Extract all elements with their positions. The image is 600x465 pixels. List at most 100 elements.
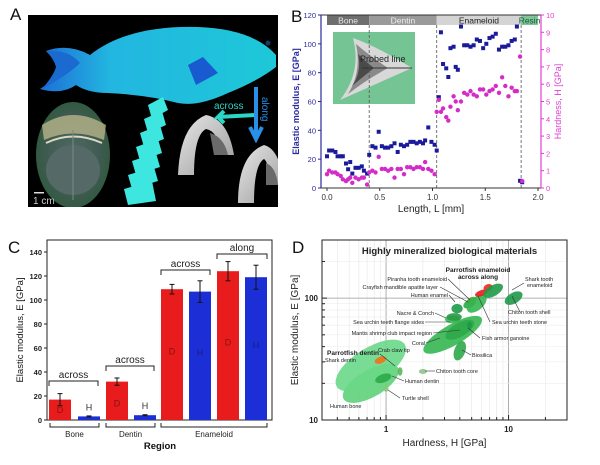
region-band-resin (521, 15, 538, 25)
x-tick-label: 1 (384, 425, 389, 434)
y-axis-label: Elastic modulus, E [GPa] (291, 48, 301, 155)
data-point-elastic-modulus (487, 36, 492, 41)
material-annotation: Nacre & Conch (397, 311, 434, 317)
data-point-elastic-modulus (405, 142, 410, 147)
data-point-hardness (465, 92, 470, 97)
material-region-sea-urchin-teeth-stone (466, 294, 487, 313)
parrotfish-photo-panel: 1 cm across along (28, 15, 278, 207)
material-annotation: Shark dentin (325, 358, 356, 364)
data-point-elastic-modulus (448, 46, 453, 51)
annotation-leader-line (387, 389, 401, 399)
data-point-hardness (429, 168, 434, 173)
data-point-elastic-modulus (340, 154, 345, 159)
bar-label: D (114, 399, 121, 409)
data-point-elastic-modulus (426, 125, 431, 130)
x-tick-label: 10 (504, 425, 513, 434)
tooth-model-across (178, 115, 234, 175)
data-point-hardness (436, 97, 442, 102)
material-annotation: Mantis shrimp club impact region (352, 331, 432, 337)
material-annotation: Human dentin (405, 379, 439, 385)
beak-photo: 1 cm (33, 102, 110, 207)
material-region-fish-armor-ganoine (467, 321, 473, 329)
across-arrow-icon: across (212, 101, 257, 125)
region-tick-label: Bone (65, 430, 84, 439)
data-point-elastic-modulus (383, 145, 388, 150)
data-point-elastic-modulus (346, 167, 351, 172)
orientation-bracket (160, 269, 211, 275)
data-point-hardness (324, 171, 330, 177)
data-point-elastic-modulus (453, 64, 458, 69)
data-point-hardness (458, 99, 464, 104)
material-region-chiton-tooth-shell (504, 291, 523, 305)
bar-label: H (253, 341, 260, 351)
tooth-model-along (238, 145, 278, 203)
region-band-bone (327, 15, 370, 25)
material-region-crab-claw-tip (397, 367, 403, 376)
data-point-hardness (455, 107, 461, 113)
y-tick-label: 10 (309, 416, 318, 425)
bar-label: H (86, 402, 93, 412)
material-annotation: Human enamel (411, 293, 448, 299)
data-point-elastic-modulus (392, 141, 397, 146)
data-point-hardness (468, 88, 473, 94)
region-bracket (105, 423, 156, 428)
parrotfish-image (40, 26, 276, 104)
data-point-elastic-modulus (333, 149, 338, 154)
data-point-hardness (448, 104, 453, 109)
data-point-hardness (499, 75, 505, 80)
data-point-hardness (338, 173, 343, 179)
y-tick-label: 140 (29, 248, 42, 257)
data-point-elastic-modulus (436, 95, 441, 100)
material-annotation: Piranha tooth enameloid (387, 277, 447, 283)
y-right-tick-label: 8 (546, 46, 550, 55)
data-point-elastic-modulus (408, 139, 413, 144)
data-point-hardness (444, 114, 449, 120)
y-right-tick-label: 6 (546, 80, 550, 89)
y-tick-label: 0 (312, 184, 316, 193)
y-tick-label: 120 (303, 11, 316, 20)
y-tick-label: 0 (38, 416, 42, 425)
data-point-hardness (376, 154, 381, 160)
region-bracket (160, 423, 268, 428)
material-annotation: enameloid (527, 283, 552, 289)
bar-dentin-d (106, 381, 128, 420)
x-axis-label: Hardness, H [GPa] (403, 438, 487, 449)
data-point-elastic-modulus (434, 148, 439, 153)
data-point-hardness (373, 170, 378, 175)
orientation-bracket (105, 365, 155, 371)
material-region-human-enamel (451, 303, 463, 314)
x-tick-label: 1.5 (480, 193, 492, 202)
region-label-resin: Resin (519, 16, 541, 26)
data-point-hardness (506, 94, 511, 99)
data-point-hardness (519, 178, 525, 184)
y-tick-label: 80 (34, 320, 42, 329)
data-point-elastic-modulus (398, 142, 403, 147)
data-point-elastic-modulus (481, 46, 486, 51)
data-point-elastic-modulus (350, 171, 355, 176)
scale-bar (34, 192, 44, 194)
x-tick-label: 0.0 (321, 193, 333, 202)
bar-enameloid-d (217, 271, 239, 420)
data-point-hardness (490, 87, 495, 92)
data-point-elastic-modulus (414, 141, 419, 146)
data-point-hardness (509, 85, 514, 90)
region-tick-label: Dentin (119, 430, 142, 439)
data-point-elastic-modulus (338, 154, 343, 159)
data-point-hardness (401, 171, 407, 177)
data-point-elastic-modulus (465, 43, 470, 48)
data-point-hardness (440, 106, 446, 111)
annotation-leader-line (448, 294, 456, 303)
y-right-tick-label: 9 (546, 28, 550, 37)
region-label-enameloid: Enameloid (459, 16, 499, 26)
y-tick-label: 100 (305, 294, 319, 303)
along-label: along (259, 97, 270, 121)
data-point-hardness (422, 159, 428, 165)
data-point-elastic-modulus (514, 24, 519, 29)
data-point-hardness (503, 83, 508, 89)
data-point-hardness (414, 165, 419, 170)
data-point-elastic-modulus (353, 165, 358, 170)
region-bracket (49, 423, 100, 428)
data-point-hardness (517, 54, 523, 59)
data-point-elastic-modulus (432, 142, 437, 147)
